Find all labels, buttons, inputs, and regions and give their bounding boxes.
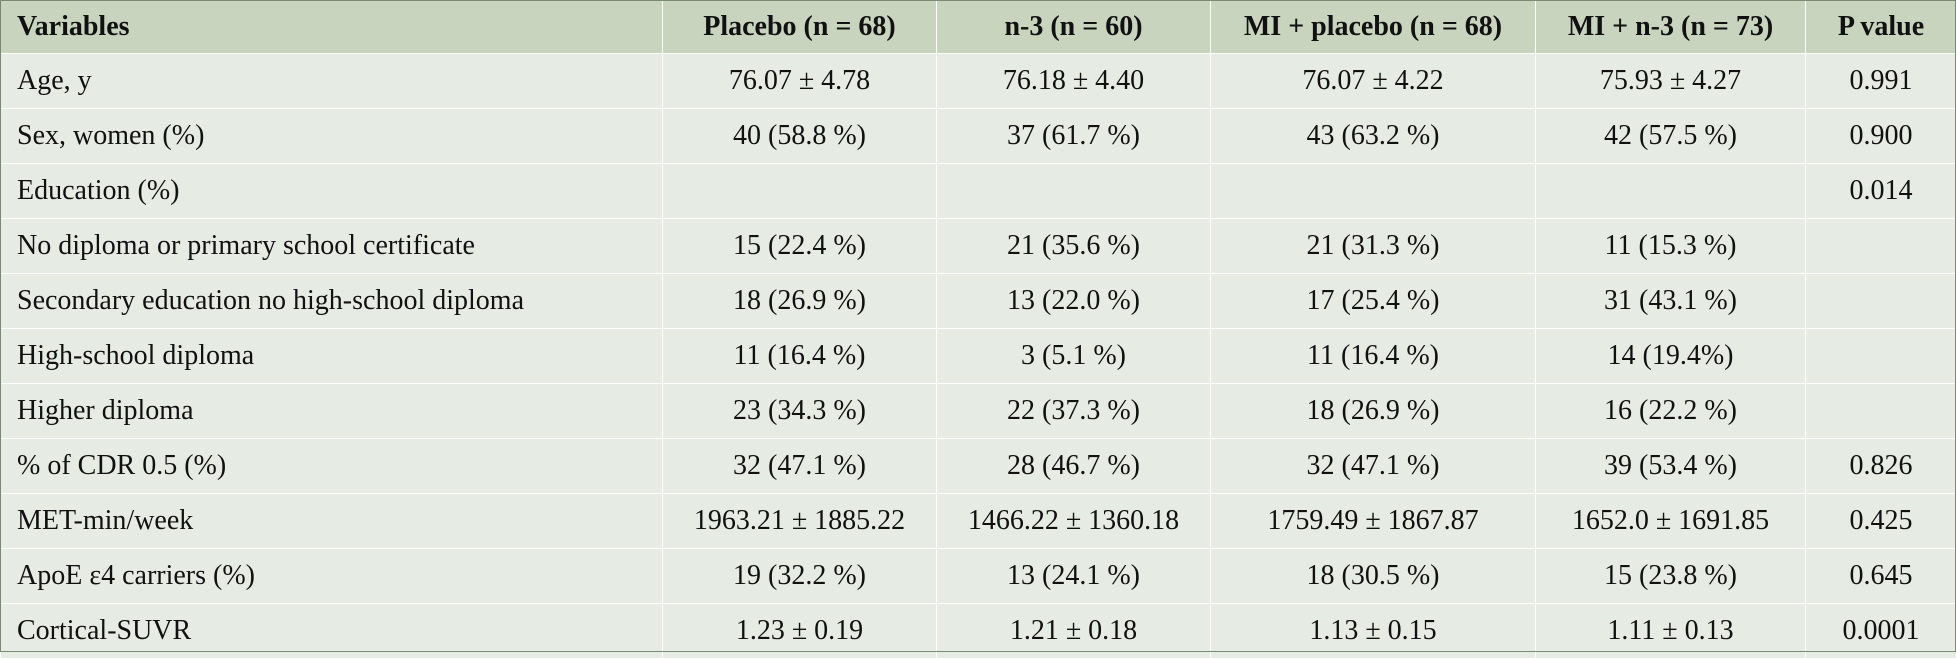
p-value-cell [1806, 219, 1956, 274]
placebo-cell: 23 (34.3 %) [663, 384, 937, 439]
mi-placebo-cell: 76.07 ± 4.22 [1211, 54, 1536, 109]
header-variables: Variables [1, 1, 663, 54]
n3-cell: 28 (46.7 %) [937, 439, 1211, 494]
p-value-cell: 0.014 [1806, 164, 1956, 219]
placebo-cell [663, 164, 937, 219]
placebo-cell: 40 (58.8 %) [663, 109, 937, 164]
variable-cell: Cortical-SUVR [1, 604, 663, 659]
mi-n3-cell: 11 (15.3 %) [1536, 219, 1806, 274]
table-header: Variables Placebo (n = 68) n-3 (n = 60) … [1, 1, 1956, 54]
n3-cell: 21 (35.6 %) [937, 219, 1211, 274]
placebo-cell: 32 (47.1 %) [663, 439, 937, 494]
mi-placebo-cell [1211, 164, 1536, 219]
n3-cell: 3 (5.1 %) [937, 329, 1211, 384]
variable-cell: No diploma or primary school certificate [1, 219, 663, 274]
mi-placebo-cell: 17 (25.4 %) [1211, 274, 1536, 329]
placebo-cell: 11 (16.4 %) [663, 329, 937, 384]
mi-placebo-cell: 11 (16.4 %) [1211, 329, 1536, 384]
n3-cell [937, 164, 1211, 219]
variable-cell: ApoE ε4 carriers (%) [1, 549, 663, 604]
header-p-value: P value [1806, 1, 1956, 54]
table-row: Secondary education no high-school diplo… [1, 274, 1956, 329]
placebo-cell: 76.07 ± 4.78 [663, 54, 937, 109]
mi-n3-cell: 75.93 ± 4.27 [1536, 54, 1806, 109]
p-value-cell: 0.425 [1806, 494, 1956, 549]
mi-n3-cell: 1652.0 ± 1691.85 [1536, 494, 1806, 549]
header-mi-n3: MI + n-3 (n = 73) [1536, 1, 1806, 54]
header-placebo: Placebo (n = 68) [663, 1, 937, 54]
mi-n3-cell: 16 (22.2 %) [1536, 384, 1806, 439]
variable-cell: Secondary education no high-school diplo… [1, 274, 663, 329]
p-value-cell [1806, 329, 1956, 384]
p-value-cell: 0.900 [1806, 109, 1956, 164]
placebo-cell: 19 (32.2 %) [663, 549, 937, 604]
mi-placebo-cell: 43 (63.2 %) [1211, 109, 1536, 164]
mi-n3-cell: 39 (53.4 %) [1536, 439, 1806, 494]
n3-cell: 37 (61.7 %) [937, 109, 1211, 164]
variable-cell: % of CDR 0.5 (%) [1, 439, 663, 494]
variable-cell: Sex, women (%) [1, 109, 663, 164]
n3-cell: 76.18 ± 4.40 [937, 54, 1211, 109]
table-row: % of CDR 0.5 (%)32 (47.1 %)28 (46.7 %)32… [1, 439, 1956, 494]
header-mi-placebo: MI + placebo (n = 68) [1211, 1, 1536, 54]
mi-placebo-cell: 18 (30.5 %) [1211, 549, 1536, 604]
header-n3: n-3 (n = 60) [937, 1, 1211, 54]
variable-cell: Higher diploma [1, 384, 663, 439]
mi-n3-cell: 31 (43.1 %) [1536, 274, 1806, 329]
mi-placebo-cell: 1.13 ± 0.15 [1211, 604, 1536, 659]
p-value-cell: 0.826 [1806, 439, 1956, 494]
mi-n3-cell: 15 (23.8 %) [1536, 549, 1806, 604]
mi-n3-cell: 14 (19.4%) [1536, 329, 1806, 384]
mi-placebo-cell: 1759.49 ± 1867.87 [1211, 494, 1536, 549]
variable-cell: High-school diploma [1, 329, 663, 384]
variable-cell: MET-min/week [1, 494, 663, 549]
mi-placebo-cell: 32 (47.1 %) [1211, 439, 1536, 494]
n3-cell: 1.21 ± 0.18 [937, 604, 1211, 659]
n3-cell: 1466.22 ± 1360.18 [937, 494, 1211, 549]
variable-cell: Age, y [1, 54, 663, 109]
p-value-cell: 0.645 [1806, 549, 1956, 604]
mi-n3-cell [1536, 164, 1806, 219]
n3-cell: 22 (37.3 %) [937, 384, 1211, 439]
mi-placebo-cell: 21 (31.3 %) [1211, 219, 1536, 274]
table-row: No diploma or primary school certificate… [1, 219, 1956, 274]
placebo-cell: 1.23 ± 0.19 [663, 604, 937, 659]
n3-cell: 13 (24.1 %) [937, 549, 1211, 604]
n3-cell: 13 (22.0 %) [937, 274, 1211, 329]
p-value-cell: 0.991 [1806, 54, 1956, 109]
mi-placebo-cell: 18 (26.9 %) [1211, 384, 1536, 439]
header-row: Variables Placebo (n = 68) n-3 (n = 60) … [1, 1, 1956, 54]
p-value-cell [1806, 274, 1956, 329]
placebo-cell: 15 (22.4 %) [663, 219, 937, 274]
p-value-cell [1806, 384, 1956, 439]
p-value-cell: 0.0001 [1806, 604, 1956, 659]
placebo-cell: 18 (26.9 %) [663, 274, 937, 329]
table-row: Education (%) 0.014 [1, 164, 1956, 219]
placebo-cell: 1963.21 ± 1885.22 [663, 494, 937, 549]
variable-cell: Education (%) [1, 164, 663, 219]
table-row: Sex, women (%)40 (58.8 %)37 (61.7 %)43 (… [1, 109, 1956, 164]
table-row: ApoE ε4 carriers (%)19 (32.2 %)13 (24.1 … [1, 549, 1956, 604]
mi-n3-cell: 1.11 ± 0.13 [1536, 604, 1806, 659]
mi-n3-cell: 42 (57.5 %) [1536, 109, 1806, 164]
